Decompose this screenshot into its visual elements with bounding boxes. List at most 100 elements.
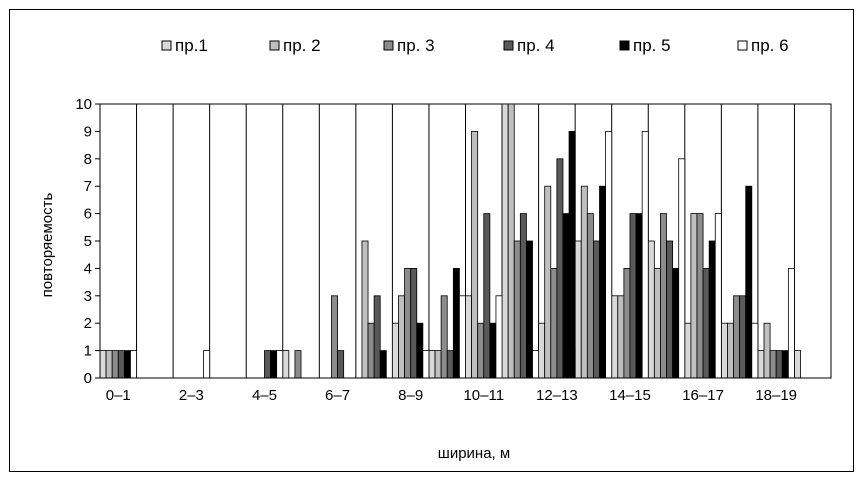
bar [757,350,765,379]
legend-swatch [161,40,172,51]
bar [477,322,485,379]
x-tick-label: 4–5 [252,387,277,404]
bar [568,130,576,379]
x-tick-label: 16–17 [682,387,724,404]
bar [574,240,582,379]
legend-label: пр.1 [175,36,208,55]
bar [416,322,424,379]
bar [123,350,131,379]
bar [495,295,503,379]
bar [763,322,771,379]
bar [367,322,375,379]
bar [593,240,600,379]
bar [769,350,777,379]
bar [501,103,509,379]
bar [623,267,631,379]
y-tick-label: 2 [84,315,92,332]
bar [526,240,533,379]
x-tick-label: 0–1 [106,387,131,404]
bar [373,295,381,379]
x-tick-label: 12–13 [536,387,578,404]
bar [714,213,722,379]
bar [775,350,783,379]
legend-swatch [269,40,280,51]
x-tick-label: 2–3 [179,387,204,404]
bar [690,213,698,379]
bar [471,130,479,379]
bar [391,322,399,379]
x-tick-label: 18–19 [755,387,797,404]
bar [519,213,527,379]
bar [647,240,655,379]
bar [787,267,795,379]
x-tick-label: 6–7 [325,387,350,404]
bar [507,103,515,379]
y-tick-label: 3 [84,288,92,305]
bar [428,350,436,379]
bar [550,267,558,379]
bar [666,240,674,379]
y-tick-label: 5 [84,233,92,250]
y-tick-label: 4 [84,260,92,277]
x-axis-label: ширина, м [438,445,510,462]
plot-area: 0 1 2 3 4 5 6 7 8 9 10 0–1 2–3 4–5 6–7 8–9 10–11 12–13 14–… [75,96,832,404]
bar [702,267,710,379]
bar [117,350,125,379]
legend-swatch [737,40,748,51]
bar [459,295,466,379]
bar [745,185,753,379]
legend-label: пр. 4 [517,36,555,55]
bar [434,350,442,379]
y-tick-label: 6 [84,206,92,223]
y-tick-label: 0 [84,370,92,387]
bar [404,267,412,379]
bar [111,350,119,379]
x-tick-label: 14–15 [609,387,651,404]
legend-swatch [503,40,514,51]
bar [337,350,345,379]
bar [379,350,387,379]
x-tick-label: 8–9 [398,387,423,404]
bar [733,295,741,379]
bar [708,240,716,379]
y-tick-label: 1 [84,343,92,360]
legend: пр.1 пр. 2 пр. 3 пр. 4 пр. 5 пр. 6 [161,36,789,55]
bar [544,185,552,379]
bar [532,350,540,379]
bar [398,295,405,379]
bar [410,267,418,379]
bar [99,350,107,379]
bar [105,350,113,379]
bar [720,322,728,379]
legend-label: пр. 6 [751,36,789,55]
bar [653,267,661,379]
x-tick-label: 10–11 [463,387,504,404]
bar [617,295,625,379]
bar [361,240,369,379]
bar [635,213,643,379]
bar [696,213,704,379]
bar [203,350,211,379]
bar [513,240,521,379]
legend-label: пр. 5 [633,36,671,55]
legend-label: пр. 3 [397,36,435,55]
bar [660,213,667,379]
bar [440,295,448,379]
bar [276,350,284,379]
bar [781,350,789,379]
bar [611,295,619,379]
bar [599,185,607,379]
bar [465,295,472,379]
bar [727,322,734,379]
bar [446,350,454,379]
bar [282,350,290,379]
bar [562,213,570,379]
bar [331,295,338,379]
bar [452,267,460,379]
y-tick-label: 8 [84,151,92,168]
bar [538,322,546,379]
bar [489,322,497,379]
bar [794,350,801,379]
bar [264,350,271,379]
